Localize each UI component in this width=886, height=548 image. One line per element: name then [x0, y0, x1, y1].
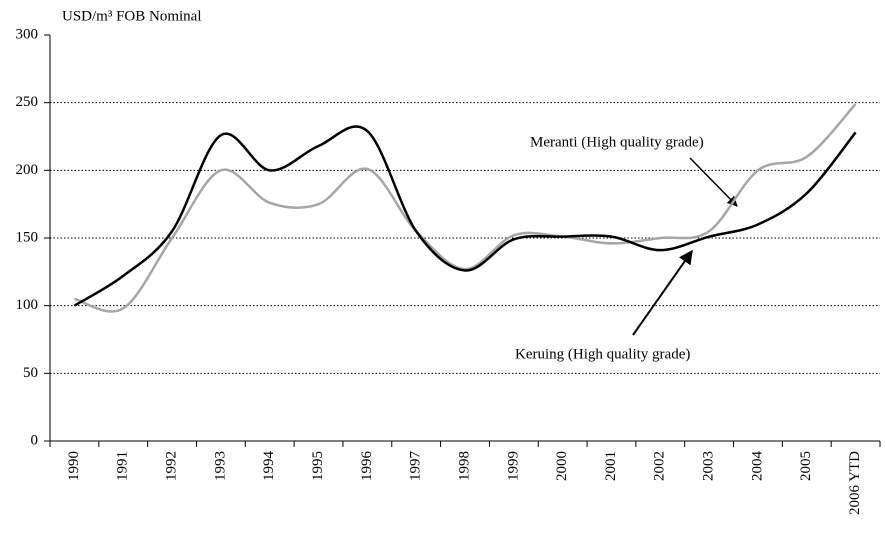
y-tick-label: 100 [16, 297, 39, 313]
x-tick-label: 2004 [749, 451, 765, 482]
y-tick-label: 250 [16, 94, 39, 110]
x-tick-label: 1990 [66, 451, 82, 481]
x-tick-label: 1993 [212, 451, 228, 481]
y-tick-label: 150 [16, 229, 39, 245]
y-tick-label: 300 [16, 26, 39, 42]
y-tick-label: 50 [23, 365, 38, 381]
x-tick-label: 1992 [163, 451, 179, 481]
annotation: Keruing (High quality grade) [515, 346, 690, 362]
x-tick-label: 1994 [261, 451, 277, 482]
x-tick-label: 1999 [505, 451, 521, 481]
x-tick-label: 2003 [701, 451, 717, 481]
y-tick-label: 0 [31, 432, 39, 448]
annotation: Meranti (High quality grade) [530, 134, 704, 150]
y-axis-label: USD/m³ FOB Nominal [62, 8, 202, 24]
x-tick-label: 1995 [310, 451, 326, 481]
x-tick-label: 1997 [408, 451, 424, 482]
x-tick-label: 1991 [115, 451, 131, 481]
x-tick-label: 2006 YTD [847, 451, 863, 515]
annotation-arrow [632, 249, 693, 336]
y-tick-label: 200 [16, 162, 39, 178]
x-tick-label: 1998 [456, 451, 472, 481]
line-series [74, 103, 857, 313]
annotation-arrow [689, 157, 738, 207]
x-tick-label: 2002 [652, 451, 668, 481]
x-tick-label: 1996 [359, 451, 375, 482]
x-tick-label: 2000 [554, 451, 570, 481]
x-tick-label: 2001 [603, 451, 619, 481]
line-series [73, 125, 857, 307]
x-tick-label: 2005 [798, 451, 814, 481]
